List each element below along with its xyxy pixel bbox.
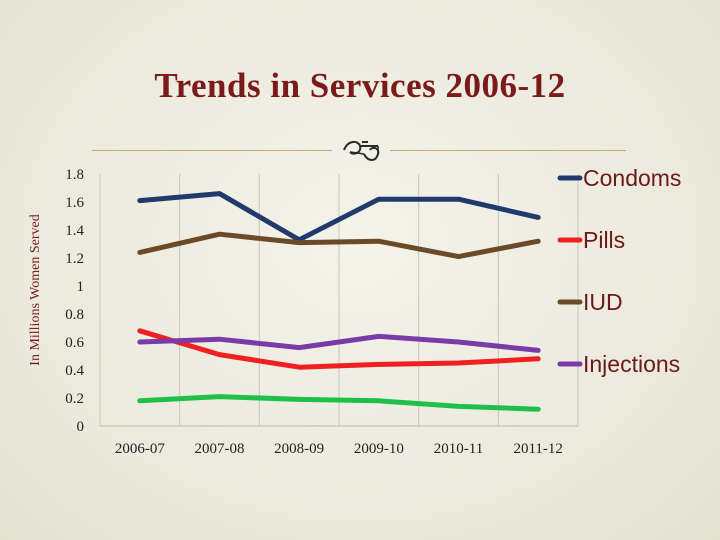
x-tick-label: 2010-11 — [434, 441, 483, 457]
series-line-condoms — [137, 191, 541, 243]
series-line-pills — [137, 328, 541, 370]
slide-title: Trends in Services 2006-12 — [154, 66, 566, 105]
title-divider-left — [92, 150, 332, 151]
legend-label: Condoms — [583, 165, 681, 191]
y-tick-label: 0.8 — [65, 307, 84, 323]
legend-label: IUD — [583, 289, 623, 315]
series-line-unlabeled — [137, 394, 541, 412]
y-tick-label: 0 — [77, 419, 85, 435]
y-tick-label: 0.4 — [65, 363, 84, 379]
x-tick-label: 2008-09 — [274, 441, 324, 457]
scroll-ornament-icon — [343, 140, 380, 161]
x-tick-label: 2011-12 — [513, 441, 562, 457]
x-tick-label: 2009-10 — [354, 441, 404, 457]
y-tick-label: 1.8 — [65, 167, 84, 183]
y-tick-label: 0.2 — [65, 391, 84, 407]
x-tick-label: 2007-08 — [195, 441, 245, 457]
y-tick-label: 1.2 — [65, 251, 84, 267]
legend-label: Pills — [583, 227, 625, 253]
y-tick-label: 1 — [77, 279, 85, 295]
y-tick-label: 1.6 — [65, 195, 84, 211]
legend-label: Injections — [583, 351, 680, 377]
y-tick-label: 1.4 — [65, 223, 84, 239]
y-tick-label: 0.6 — [65, 335, 84, 351]
title-divider-right — [390, 150, 626, 151]
series-line-iud — [137, 231, 541, 260]
x-tick-label: 2006-07 — [115, 441, 165, 457]
series-line-injections — [137, 333, 541, 353]
